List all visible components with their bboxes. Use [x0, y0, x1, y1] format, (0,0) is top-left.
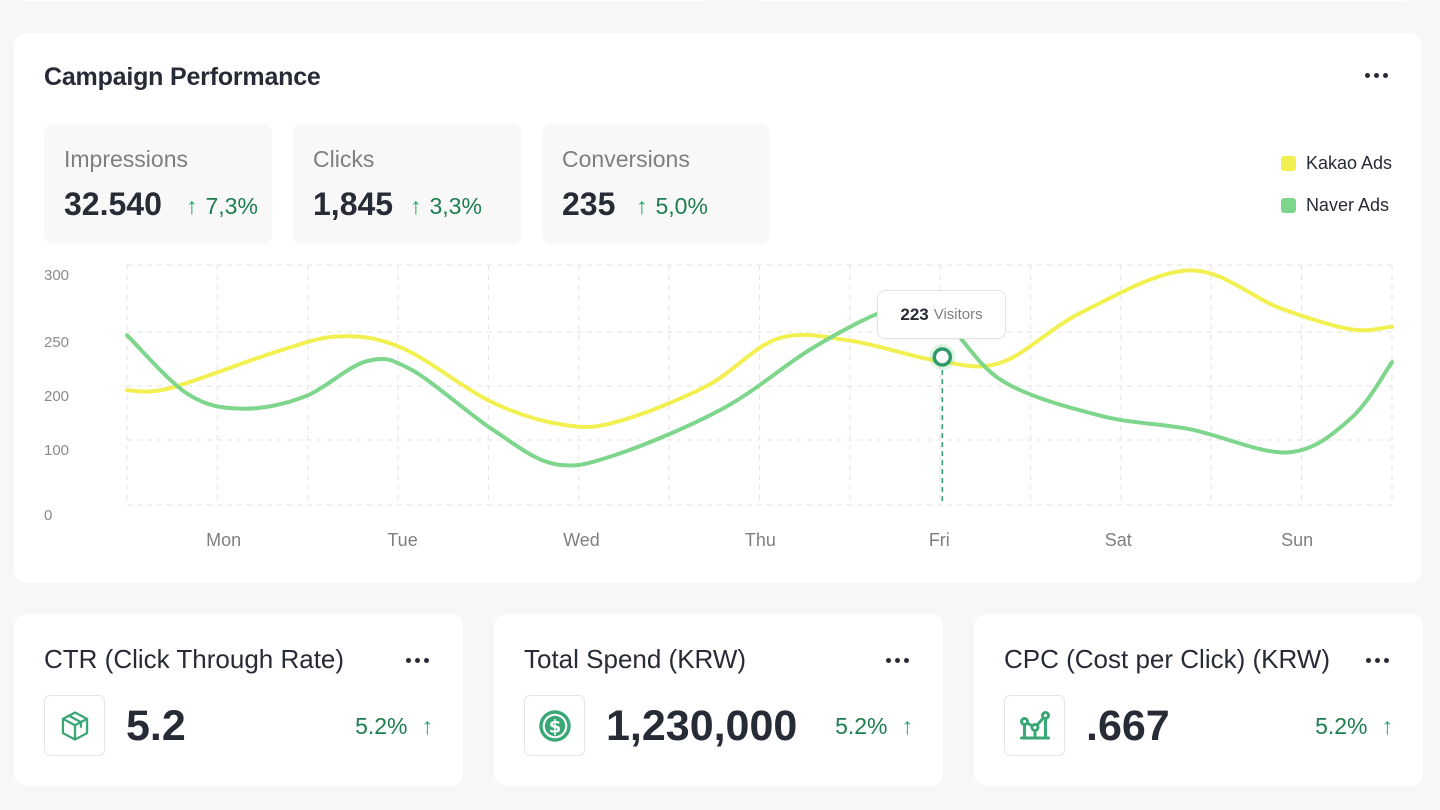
- arrow-up-icon: ↑: [636, 193, 648, 219]
- y-tick-label: 200: [44, 388, 69, 405]
- stat-value: .667: [1086, 702, 1170, 750]
- x-tick-label: Sat: [1105, 530, 1132, 550]
- legend-swatch-naver: [1280, 198, 1296, 213]
- stat-card-ctr: CTR (Click Through Rate) 5.2 5.2% ↑: [14, 614, 463, 786]
- stat-delta: 5.2% ↑: [355, 713, 433, 740]
- kpi-delta-value: 5,0%: [655, 193, 708, 219]
- chart-legend: Kakao Ads Naver Ads: [1280, 153, 1392, 237]
- more-dot-icon: [1374, 73, 1379, 78]
- stat-delta: 5.2% ↑: [1315, 713, 1393, 740]
- line-chart: 300 250 200 100 0 Mon Tue Wed Thu Fri Sat Sun: [44, 264, 1394, 550]
- y-tick-label: 300: [44, 267, 69, 284]
- more-dot-icon: [886, 658, 891, 663]
- x-tick-label: Thu: [745, 530, 776, 550]
- more-dot-icon: [1366, 658, 1371, 663]
- kpi-impressions: Impressions 32.540 ↑ 7,3%: [44, 124, 272, 244]
- arrow-up-icon: ↑: [410, 193, 422, 219]
- chart-tooltip: 223 Visitors: [877, 290, 1006, 339]
- top-card-left: [14, 0, 712, 1]
- dollar-circle-icon: $: [524, 695, 585, 756]
- kpi-label: Impressions: [64, 146, 188, 172]
- series-line-kakao-ads: [125, 268, 1394, 429]
- stat-value: 1,230,000: [606, 702, 798, 750]
- more-dot-icon: [415, 658, 420, 663]
- arrow-up-icon: ↑: [901, 713, 914, 739]
- more-dot-icon: [406, 658, 411, 663]
- more-dot-icon: [424, 658, 429, 663]
- x-tick-label: Fri: [929, 530, 950, 550]
- more-options-button[interactable]: [402, 654, 433, 667]
- kpi-value: 32.540: [64, 186, 162, 222]
- stat-card-title: Total Spend (KRW): [524, 644, 747, 674]
- more-dot-icon: [1365, 73, 1370, 78]
- arrow-up-icon: ↑: [421, 713, 434, 739]
- stat-delta-value: 5.2%: [835, 713, 888, 739]
- legend-label: Naver Ads: [1305, 195, 1389, 215]
- series-line-naver-ads: [125, 302, 1394, 468]
- more-options-button[interactable]: [1361, 69, 1392, 82]
- x-tick-label: Mon: [206, 530, 241, 550]
- stat-card-cpc: CPC (Cost per Click) (KRW) .667 5.2% ↑: [974, 614, 1423, 786]
- package-box-icon: [44, 695, 105, 756]
- x-tick-label: Wed: [563, 530, 600, 550]
- more-dot-icon: [1383, 73, 1388, 78]
- kpi-label: Clicks: [313, 146, 375, 172]
- kpi-conversions: Conversions 235 ↑ 5,0%: [542, 124, 770, 244]
- more-dot-icon: [1375, 658, 1380, 663]
- highlight-point: [932, 347, 953, 367]
- kpi-value: 235: [562, 186, 616, 222]
- more-dot-icon: [895, 658, 900, 663]
- more-options-button[interactable]: [1362, 654, 1393, 667]
- arrow-up-icon: ↑: [186, 193, 198, 219]
- kpi-delta: ↑ 7,3%: [186, 193, 258, 220]
- x-tick-label: Sun: [1281, 530, 1313, 550]
- x-tick-label: Tue: [387, 530, 417, 550]
- chart-lines: [125, 268, 1394, 468]
- y-tick-label: 250: [44, 334, 69, 351]
- stat-delta-value: 5.2%: [355, 713, 408, 739]
- svg-text:$: $: [548, 716, 561, 737]
- kpi-delta-value: 7,3%: [205, 193, 258, 219]
- stat-card-total-spend: Total Spend (KRW) $ 1,230,000 5.2% ↑: [494, 614, 943, 786]
- kpi-clicks: Clicks 1,845 ↑ 3,3%: [293, 124, 521, 244]
- legend-item-naver[interactable]: Naver Ads: [1280, 195, 1392, 216]
- more-options-button[interactable]: [882, 654, 913, 667]
- legend-swatch-kakao: [1280, 156, 1296, 171]
- stat-delta-value: 5.2%: [1315, 713, 1368, 739]
- more-dot-icon: [904, 658, 909, 663]
- top-card-right: [748, 0, 1415, 1]
- kpi-delta: ↑ 5,0%: [636, 193, 708, 220]
- arrow-up-icon: ↑: [1381, 713, 1394, 739]
- kpi-delta: ↑ 3,3%: [410, 193, 482, 220]
- stat-card-title: CTR (Click Through Rate): [44, 644, 345, 674]
- stat-delta: 5.2% ↑: [835, 713, 913, 740]
- kpi-value: 1,845: [313, 186, 394, 222]
- kpi-delta-value: 3,3%: [429, 193, 482, 219]
- stat-card-title: CPC (Cost per Click) (KRW): [1004, 644, 1330, 674]
- y-tick-label: 100: [44, 442, 69, 459]
- tooltip-unit: Visitors: [933, 306, 983, 323]
- campaign-performance-card: Campaign Performance Impressions 32.540 …: [14, 33, 1422, 583]
- card-title: Campaign Performance: [44, 63, 321, 91]
- y-axis-ticks: 300 250 200 100 0: [44, 267, 69, 524]
- chart-line-icon: [1004, 695, 1065, 756]
- legend-label: Kakao Ads: [1305, 153, 1392, 173]
- chart-marker: [929, 344, 956, 505]
- tooltip-value: 223: [900, 304, 929, 324]
- x-axis-ticks: Mon Tue Wed Thu Fri Sat Sun: [206, 530, 1313, 550]
- stat-value: 5.2: [126, 702, 186, 750]
- legend-item-kakao[interactable]: Kakao Ads: [1280, 153, 1392, 174]
- kpi-label: Conversions: [562, 146, 690, 172]
- more-dot-icon: [1384, 658, 1389, 663]
- y-tick-label: 0: [44, 507, 52, 524]
